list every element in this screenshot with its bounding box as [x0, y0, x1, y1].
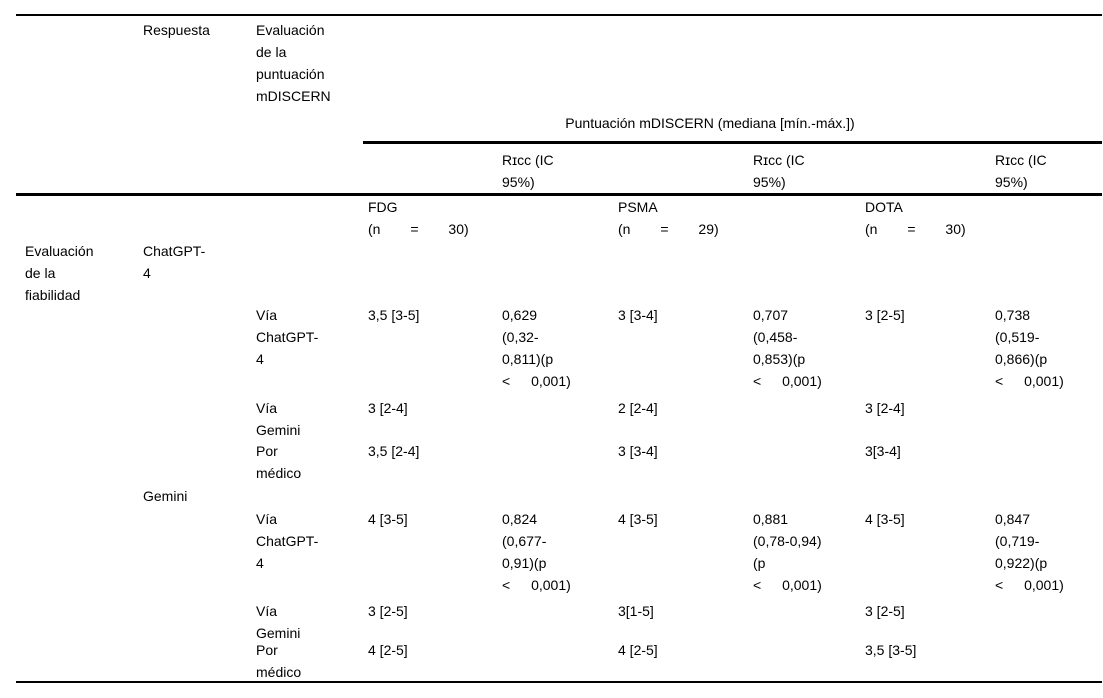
value-dota: 3 [2-5]	[865, 307, 905, 323]
value-fdg: 3,5 [3-5]	[368, 307, 420, 323]
span-header-rule	[363, 141, 1102, 144]
group-label-chatgpt4: ChatGPT- 4	[143, 243, 206, 281]
value-dota-ricc: 0,847 (0,719- 0,922)(p < 0,001)	[995, 511, 1064, 593]
row-label: Por médico	[256, 642, 302, 680]
row-label: Vía Gemini	[256, 603, 301, 641]
value-fdg: 3,5 [2-4]	[368, 443, 420, 459]
section-label-fiabilidad: Evaluación de la fiabilidad	[25, 243, 94, 303]
value-psma: 3[1-5]	[618, 603, 654, 619]
value-dota-ricc: 0,738 (0,519- 0,866)(p < 0,001)	[995, 307, 1064, 389]
header-respuesta: Respuesta	[143, 22, 210, 38]
row-label: Vía Gemini	[256, 400, 301, 438]
table-bottom-rule	[16, 681, 1102, 683]
value-dota: 3 [2-5]	[865, 603, 905, 619]
row-label: Por médico	[256, 443, 302, 481]
value-dota: 3 [2-4]	[865, 400, 905, 416]
value-psma-ricc: 0,707 (0,458- 0,853)(p < 0,001)	[753, 307, 822, 389]
value-psma: 4 [2-5]	[618, 642, 658, 658]
value-dota: 3[3-4]	[865, 443, 901, 459]
value-dota: 4 [3-5]	[865, 511, 905, 527]
header-ricc-fdg: Rɪᴄᴄ (IC 95%)	[502, 152, 554, 190]
value-fdg: 4 [2-5]	[368, 642, 408, 658]
value-fdg: 3 [2-4]	[368, 400, 408, 416]
header-puntuacion-mdiscern: Puntuación mDISCERN (mediana [mín.-máx.]…	[565, 115, 855, 131]
row-label: Vía ChatGPT- 4	[256, 511, 319, 571]
header-ricc-psma: Rɪᴄᴄ (IC 95%)	[753, 152, 805, 190]
table-top-rule	[16, 14, 1102, 16]
value-fdg: 4 [3-5]	[368, 511, 408, 527]
value-psma: 3 [3-4]	[618, 307, 658, 323]
value-dota: 3,5 [3-5]	[865, 642, 917, 658]
group-label-gemini: Gemini	[143, 488, 188, 504]
value-fdg-ricc: 0,824 (0,677- 0,91)(p < 0,001)	[502, 511, 571, 593]
header-psma: PSMA (n = 29)	[618, 199, 719, 237]
value-fdg: 3 [2-5]	[368, 603, 408, 619]
header-fdg: FDG (n = 30)	[368, 199, 469, 237]
value-psma: 2 [2-4]	[618, 400, 658, 416]
header-evaluacion-puntuacion: Evaluación de la puntuación mDISCERN	[256, 22, 331, 104]
header-body-rule	[16, 193, 1102, 196]
header-dota: DOTA (n = 30)	[865, 199, 966, 237]
header-ricc-dota: Rɪᴄᴄ (IC 95%)	[995, 152, 1047, 190]
value-fdg-ricc: 0,629 (0,32- 0,811)(p < 0,001)	[502, 307, 571, 389]
value-psma-ricc: 0,881 (0,78-0,94) (p < 0,001)	[753, 511, 822, 593]
value-psma: 4 [3-5]	[618, 511, 658, 527]
row-label: Vía ChatGPT- 4	[256, 307, 319, 367]
value-psma: 3 [3-4]	[618, 443, 658, 459]
